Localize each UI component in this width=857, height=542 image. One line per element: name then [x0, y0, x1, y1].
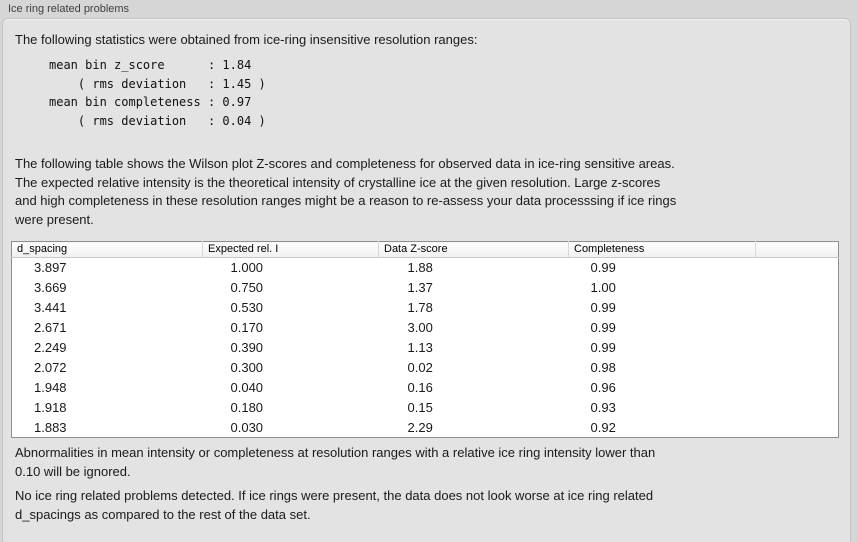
table-cell: 1.883	[11, 417, 203, 438]
table-header-row: d_spacing Expected rel. I Data Z-score Comp…	[11, 241, 839, 258]
table-cell: 2.249	[11, 337, 203, 358]
conclusion-text: No ice ring related problems detected. I…	[15, 487, 653, 524]
table-row[interactable]: 1.883 0.030 2.29 0.92	[11, 417, 839, 438]
table-cell: 0.92	[568, 417, 756, 438]
table-cell: 1.948	[11, 377, 203, 398]
table-cell: 2.29	[378, 417, 569, 438]
description-line: and high completeness in these resolutio…	[15, 193, 677, 208]
table-cell: 0.530	[202, 297, 379, 318]
table-cell: 0.16	[378, 377, 569, 398]
description-line: The expected relative intensity is the t…	[15, 174, 661, 190]
stats-block: mean bin z_score : 1.84 ( rms deviation …	[49, 58, 266, 128]
table-cell: 0.99	[568, 317, 756, 338]
table-cell: 0.040	[202, 377, 379, 398]
table-row[interactable]: 2.072 0.300 0.02 0.98	[11, 357, 839, 378]
panel-title: Ice ring related problems	[8, 3, 130, 15]
table-row[interactable]: 3.897 1.000 1.88 0.99	[11, 257, 839, 278]
column-header-data-z-score[interactable]: Data Z-score	[378, 241, 569, 258]
table-cell: 0.99	[568, 297, 756, 318]
description-line: were present.	[15, 211, 94, 227]
table-cell: 3.441	[11, 297, 203, 318]
description-text: The following table shows the Wilson plo…	[15, 155, 676, 229]
table-cell: 1.37	[378, 277, 569, 298]
table-cell: 0.300	[202, 357, 379, 378]
intro-text: The following statistics were obtained f…	[15, 32, 478, 47]
table-cell: 1.000	[202, 257, 379, 278]
table-cell-empty	[755, 317, 839, 338]
column-header-d-spacing[interactable]: d_spacing	[11, 241, 203, 258]
table-cell: 1.88	[378, 257, 569, 278]
table-cell-empty	[755, 417, 839, 438]
table-cell-empty	[755, 377, 839, 398]
table-cell: 0.180	[202, 397, 379, 418]
table-row[interactable]: 2.671 0.170 3.00 0.99	[11, 317, 839, 338]
table-cell: 0.750	[202, 277, 379, 298]
conclusion-line: No ice ring related problems detected. I…	[15, 488, 654, 503]
table-cell-empty	[755, 357, 839, 378]
table-row[interactable]: 3.441 0.530 1.78 0.99	[11, 297, 839, 318]
table-row[interactable]: 3.669 0.750 1.37 1.00	[11, 277, 839, 298]
table-cell-empty	[755, 277, 839, 298]
table-cell: 2.671	[11, 317, 203, 338]
table-cell-empty	[755, 337, 839, 358]
table-cell: 1.78	[378, 297, 569, 318]
table-cell: 0.96	[568, 377, 756, 398]
table-cell: 0.030	[202, 417, 379, 438]
table-cell: 3.00	[378, 317, 569, 338]
table-cell: 0.99	[568, 257, 756, 278]
table-cell-empty	[755, 297, 839, 318]
column-header-completeness[interactable]: Completeness	[568, 241, 756, 258]
table-row[interactable]: 1.948 0.040 0.16 0.96	[11, 377, 839, 398]
table-row[interactable]: 1.918 0.180 0.15 0.93	[11, 397, 839, 418]
table-cell-empty	[755, 257, 839, 278]
ice-ring-groupbox: The following statistics were obtained f…	[2, 18, 851, 542]
table-cell: 3.669	[11, 277, 203, 298]
description-line: The following table shows the Wilson plo…	[15, 156, 675, 171]
ignore-note-line: 0.10 will be ignored.	[15, 463, 131, 479]
table-cell: 0.98	[568, 357, 756, 378]
ignore-note-text: Abnormalities in mean intensity or compl…	[15, 444, 655, 481]
table-row[interactable]: 2.249 0.390 1.13 0.99	[11, 337, 839, 358]
table-cell: 0.93	[568, 397, 756, 418]
table-cell: 2.072	[11, 357, 203, 378]
table-cell: 0.390	[202, 337, 379, 358]
ice-ring-table: d_spacing Expected rel. I Data Z-score Comp…	[11, 241, 839, 438]
conclusion-line: d_spacings as compared to the rest of th…	[15, 506, 311, 522]
table-cell: 0.170	[202, 317, 379, 338]
table-cell: 1.13	[378, 337, 569, 358]
column-header-expected-rel-i[interactable]: Expected rel. I	[202, 241, 379, 258]
table-cell: 3.897	[11, 257, 203, 278]
table-header: d_spacing Expected rel. I Data Z-score Comp…	[11, 241, 839, 258]
table-cell-empty	[755, 397, 839, 418]
table-cell: 0.02	[378, 357, 569, 378]
table-cell: 1.00	[568, 277, 756, 298]
table-cell: 0.15	[378, 397, 569, 418]
table-cell: 1.918	[11, 397, 203, 418]
table-cell: 0.99	[568, 337, 756, 358]
table-body: 3.897 1.000 1.88 0.99 3.669 0.750 1.37 1.00 3.44…	[11, 257, 839, 438]
column-header-empty[interactable]	[755, 241, 839, 258]
ignore-note-line: Abnormalities in mean intensity or compl…	[15, 445, 656, 460]
